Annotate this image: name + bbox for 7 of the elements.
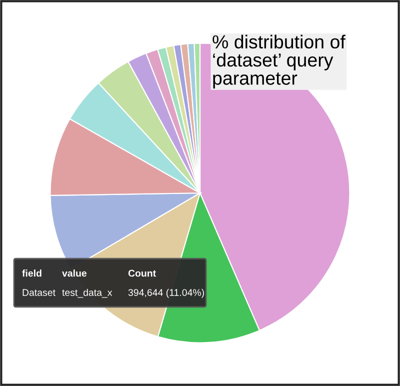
text: Count <box>128 270 156 277</box>
text: value <box>62 270 87 277</box>
text: 394,644 (11.04%) <box>128 288 204 298</box>
chart-title: % distribution of ‘dataset’ query parameter <box>212 34 346 89</box>
text: Dataset <box>22 289 56 296</box>
text: field <box>22 270 42 277</box>
text: test_data_x <box>62 288 112 298</box>
